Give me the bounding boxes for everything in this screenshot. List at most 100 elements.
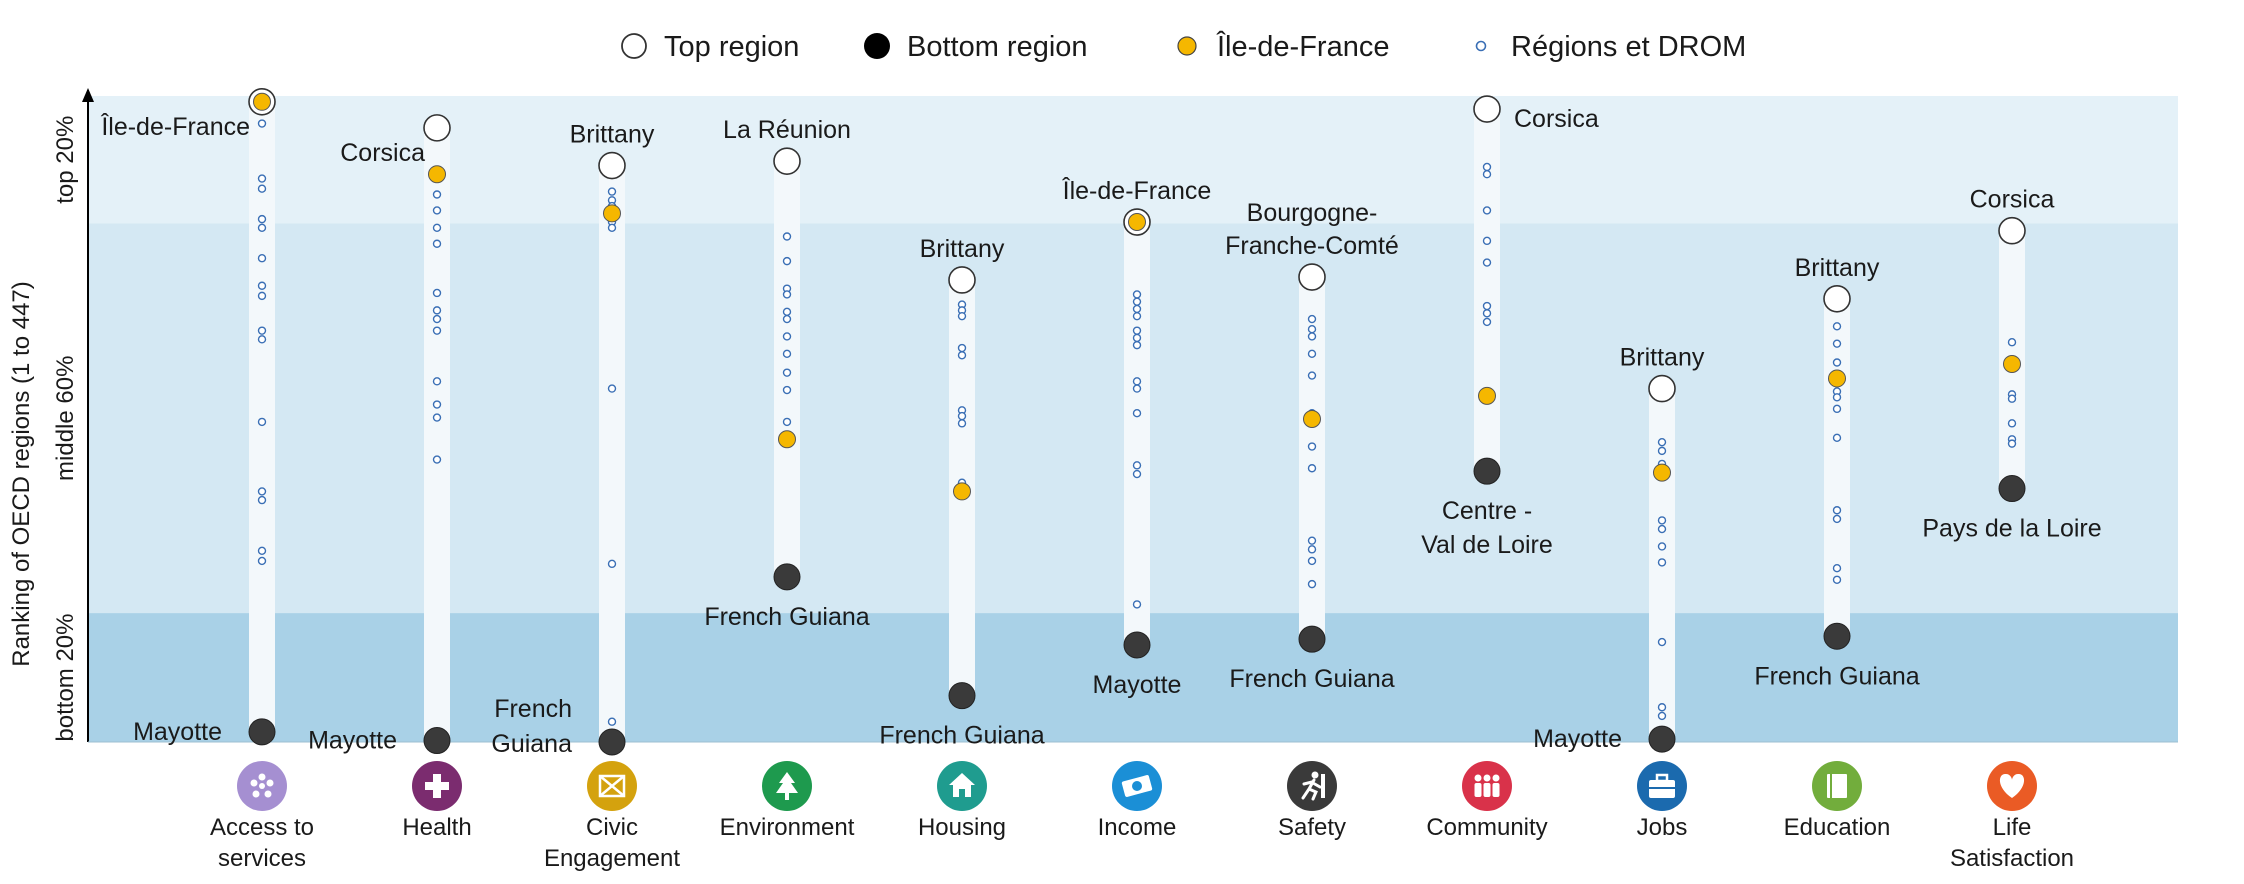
idf-point (1828, 369, 1846, 388)
range-bar (424, 127, 450, 741)
region-point (2007, 338, 2017, 347)
region-point (257, 254, 267, 263)
top-region-point (1823, 284, 1851, 313)
legend-item-other: Régions et DROM (1475, 31, 1746, 63)
region-point (1482, 162, 1492, 172)
legend-swatch (1475, 40, 1487, 52)
region-point (2007, 439, 2017, 448)
idf-point (1128, 213, 1146, 232)
region-point (1832, 575, 1842, 584)
bottom-region-label: Mayotte (308, 727, 397, 755)
region-point (1657, 703, 1667, 712)
region-point (257, 223, 267, 233)
indicator-labels: Access to services Health Civic Engagement En… (210, 814, 2074, 872)
region-point (1657, 437, 1667, 447)
indicator-icons (237, 761, 2037, 811)
region-point (1307, 332, 1317, 341)
region-point (432, 288, 442, 298)
bottom-region-label: Centre - (1442, 497, 1532, 525)
bottom-region-label: French Guiana (879, 722, 1044, 750)
y-axis-arrow (82, 88, 94, 102)
column-group: Brittany Mayotte (1533, 344, 1705, 754)
indicator-label: Engagement (544, 845, 680, 872)
region-point (1307, 545, 1317, 554)
column-group: Bourgogne- Franche-Comté French Guiana (1225, 199, 1399, 693)
bottom-region-label: Mayotte (1093, 671, 1182, 699)
region-point (1132, 290, 1142, 299)
top-region-label: Corsica (1970, 186, 2055, 214)
region-point (432, 206, 442, 215)
band-label: top 20% (52, 116, 79, 204)
top-region-label: La Réunion (723, 116, 851, 144)
column-group: Corsica Centre - Val de Loire (1421, 95, 1599, 559)
indicator-label: Jobs (1637, 814, 1688, 841)
band-label: bottom 20% (52, 614, 79, 742)
indicator-label: Community (1426, 814, 1547, 841)
top-region-point (1648, 374, 1676, 403)
region-point (1657, 516, 1667, 525)
region-point (1482, 309, 1492, 318)
top-region-point (1473, 95, 1501, 123)
top-region-label: Brittany (920, 235, 1005, 263)
idf-point (428, 165, 446, 184)
top-region-label: Corsica (340, 139, 425, 167)
legend-swatch (1177, 36, 1197, 56)
top-region-label: Brittany (570, 121, 655, 149)
region-point (257, 184, 267, 193)
bottom-region-label: Mayotte (133, 718, 222, 746)
region-point (1307, 314, 1317, 324)
bottom-region-label: Guiana (491, 730, 572, 758)
bottom-region-point (1123, 631, 1151, 659)
idf-point (778, 430, 796, 449)
civic-engagement-icon (587, 761, 637, 811)
region-point (1307, 464, 1317, 473)
region-point (1307, 536, 1317, 545)
idf-point (603, 204, 621, 223)
idf-point (2003, 354, 2021, 373)
region-point (1832, 393, 1842, 402)
region-point (782, 385, 792, 395)
idf-point (253, 92, 271, 111)
region-point (1132, 600, 1142, 609)
bottom-region-label: French (494, 695, 572, 723)
region-point (1307, 371, 1317, 380)
top-region-label: Franche-Comté (1225, 232, 1399, 260)
column-group: Corsica Pays de la Loire (1922, 186, 2101, 543)
region-point (432, 377, 442, 386)
region-point (1482, 236, 1492, 246)
region-point (782, 368, 792, 377)
top-region-point (773, 147, 801, 175)
region-point (957, 411, 967, 421)
region-point (1307, 349, 1317, 359)
region-point (1307, 324, 1317, 334)
region-point (432, 413, 442, 422)
region-point (782, 290, 792, 299)
top-region-point (1998, 216, 2026, 245)
environment-icon (762, 761, 812, 811)
indicator-label: Housing (918, 814, 1006, 841)
column-group: Île-de-France Mayotte (100, 87, 276, 746)
top-region-label: Bourgogne- (1247, 199, 1378, 227)
column-group: Île-de-France Mayotte (1062, 176, 1212, 699)
region-point (257, 487, 267, 496)
community-icon (1462, 761, 1512, 811)
range-bar (1824, 298, 1850, 637)
life-satisfaction-icon (1987, 761, 2037, 811)
region-point (432, 239, 442, 248)
region-point (257, 214, 267, 224)
legend-item-top: Top region (621, 31, 799, 63)
region-point (1832, 514, 1842, 524)
region-point (1832, 339, 1842, 348)
bottom-region-point (1298, 625, 1326, 653)
region-point (432, 223, 442, 233)
bottom-region-point (1823, 622, 1851, 650)
region-point (257, 546, 267, 556)
top-region-label: Brittany (1620, 344, 1705, 372)
region-point (257, 291, 267, 301)
region-point (1832, 358, 1842, 367)
region-point (1307, 442, 1317, 451)
region-point (257, 495, 267, 505)
legend-item-bottom: Bottom region (864, 31, 1088, 63)
region-point (257, 119, 267, 128)
